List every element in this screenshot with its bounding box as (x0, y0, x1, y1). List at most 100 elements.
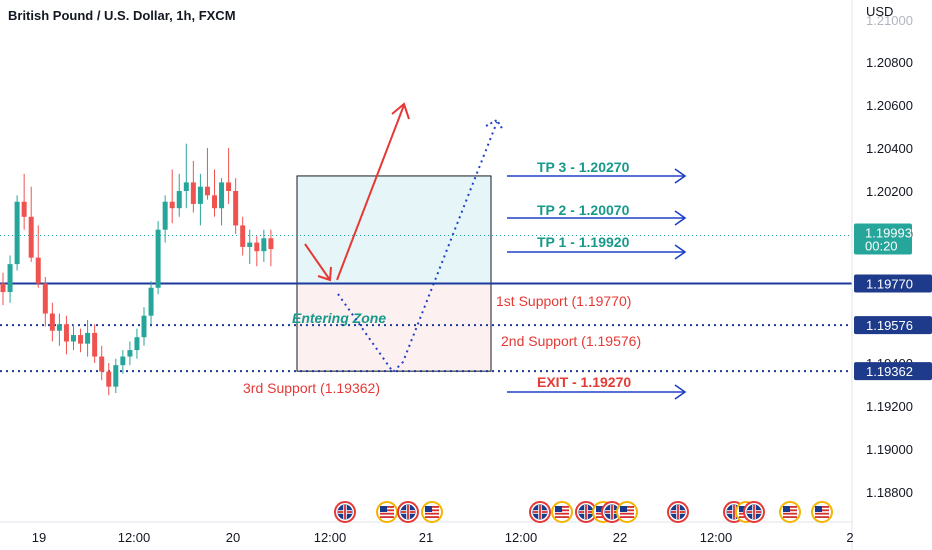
flag-canton (596, 506, 603, 512)
candle-body (92, 332, 98, 357)
candle-body (162, 201, 168, 230)
candle-body (183, 182, 189, 191)
flag-canton (380, 506, 387, 512)
flag-canton (425, 506, 432, 512)
level-price-tag (854, 274, 932, 293)
target-arrowhead (674, 244, 687, 260)
us-flag-icon[interactable] (551, 501, 573, 523)
candle-body (247, 242, 253, 247)
candle-body (106, 371, 112, 387)
candle-body (148, 287, 154, 316)
y-tick-label: 1.20200 (866, 184, 913, 199)
flag-canton (815, 506, 822, 512)
tp-label-1: TP 1 - 1.19920 (537, 234, 630, 250)
entering-zone-lower (296, 282, 492, 372)
support-label-1: 1st Support (1.19770) (496, 293, 631, 309)
candle-body (169, 201, 175, 209)
flag-canton (739, 506, 746, 512)
currency-label: USD (866, 4, 893, 19)
candle-body (85, 332, 91, 344)
uk-flag-icon[interactable] (397, 501, 419, 523)
candle-body (78, 335, 84, 344)
entering-zone-upper (296, 175, 492, 284)
last-price-value: 1.19993 (865, 226, 912, 241)
flag-stripe (620, 516, 634, 518)
target-arrowhead (674, 210, 687, 226)
y-tick-label: 1.20800 (866, 55, 913, 70)
flag-stripe (815, 512, 829, 515)
flag-stripe (425, 516, 439, 518)
x-tick-label: 12:00 (505, 530, 538, 545)
uk-flag-icon[interactable] (334, 501, 356, 523)
target-arrowhead (674, 168, 687, 184)
candle-body (21, 201, 27, 217)
flag-canton (620, 506, 627, 512)
x-tick-label: 20 (226, 530, 240, 545)
level-price-value: 1.19770 (866, 276, 913, 291)
y-tick-label: 1.19000 (866, 442, 913, 457)
uk-flag-icon[interactable] (601, 501, 623, 523)
us-flag-icon[interactable] (811, 501, 833, 523)
flag-stripe (380, 512, 394, 515)
candle-body (71, 335, 76, 342)
uk-flag-icon[interactable] (529, 501, 551, 523)
y-tick-label: 1.19200 (866, 399, 913, 414)
flag-stripe (555, 512, 569, 515)
candle-body (226, 182, 232, 191)
candle-body (35, 257, 41, 284)
red-entry-arrowhead (317, 266, 332, 282)
candle-body (56, 324, 62, 331)
entering-zone-label: Entering Zone (292, 310, 386, 326)
level-price-tag (854, 362, 932, 381)
flag-stripe (815, 516, 829, 518)
us-flag-icon[interactable] (376, 501, 398, 523)
target-arrowhead (674, 384, 687, 400)
candle-body (120, 356, 126, 366)
us-flag-icon[interactable] (616, 501, 638, 523)
candle-body (197, 186, 203, 204)
x-tick-label: 12:00 (118, 530, 151, 545)
x-tick-label: 22 (613, 530, 627, 545)
x-tick-label: 21 (419, 530, 433, 545)
candle-body (127, 350, 133, 357)
candle-body (14, 201, 20, 265)
flag-stripe (555, 516, 569, 518)
flag-stripe (783, 512, 797, 515)
candle-body (141, 315, 147, 338)
candle-body (7, 264, 13, 293)
x-tick-label: 12:00 (314, 530, 347, 545)
y-tick-label: 1.20400 (866, 141, 913, 156)
last-price-tag (854, 223, 912, 255)
x-tick-label: 2 (846, 530, 853, 545)
red-up-arrow (336, 104, 405, 281)
exit-label: EXIT - 1.19270 (537, 374, 631, 390)
blue-dotted-arrowhead (485, 118, 504, 131)
candle-body (233, 191, 239, 226)
candle-body (49, 313, 55, 331)
y-tick-label-partial: 1.21000 (866, 13, 913, 28)
candle-body (176, 191, 182, 209)
blue-dotted-path (337, 121, 498, 374)
candle-body (212, 195, 217, 209)
candle-body (268, 238, 274, 250)
x-tick-label: 19 (32, 530, 46, 545)
us-flag-icon[interactable] (421, 501, 443, 523)
candle-body (261, 238, 267, 252)
candle-body (204, 186, 210, 196)
flag-stripe (425, 512, 439, 515)
candle-body (254, 242, 260, 252)
level-price-tag (854, 316, 932, 335)
candle-body (219, 182, 225, 209)
flag-canton (555, 506, 562, 512)
uk-flag-icon[interactable] (743, 501, 765, 523)
y-tick-label: 1.20600 (866, 98, 913, 113)
candle-body (63, 324, 69, 342)
us-flag-icon[interactable] (779, 501, 801, 523)
last-price-countdown: 00:20 (865, 239, 898, 254)
uk-flag-icon[interactable] (667, 501, 689, 523)
candle-body (28, 216, 34, 258)
flag-stripe (783, 516, 797, 518)
flag-canton (783, 506, 790, 512)
